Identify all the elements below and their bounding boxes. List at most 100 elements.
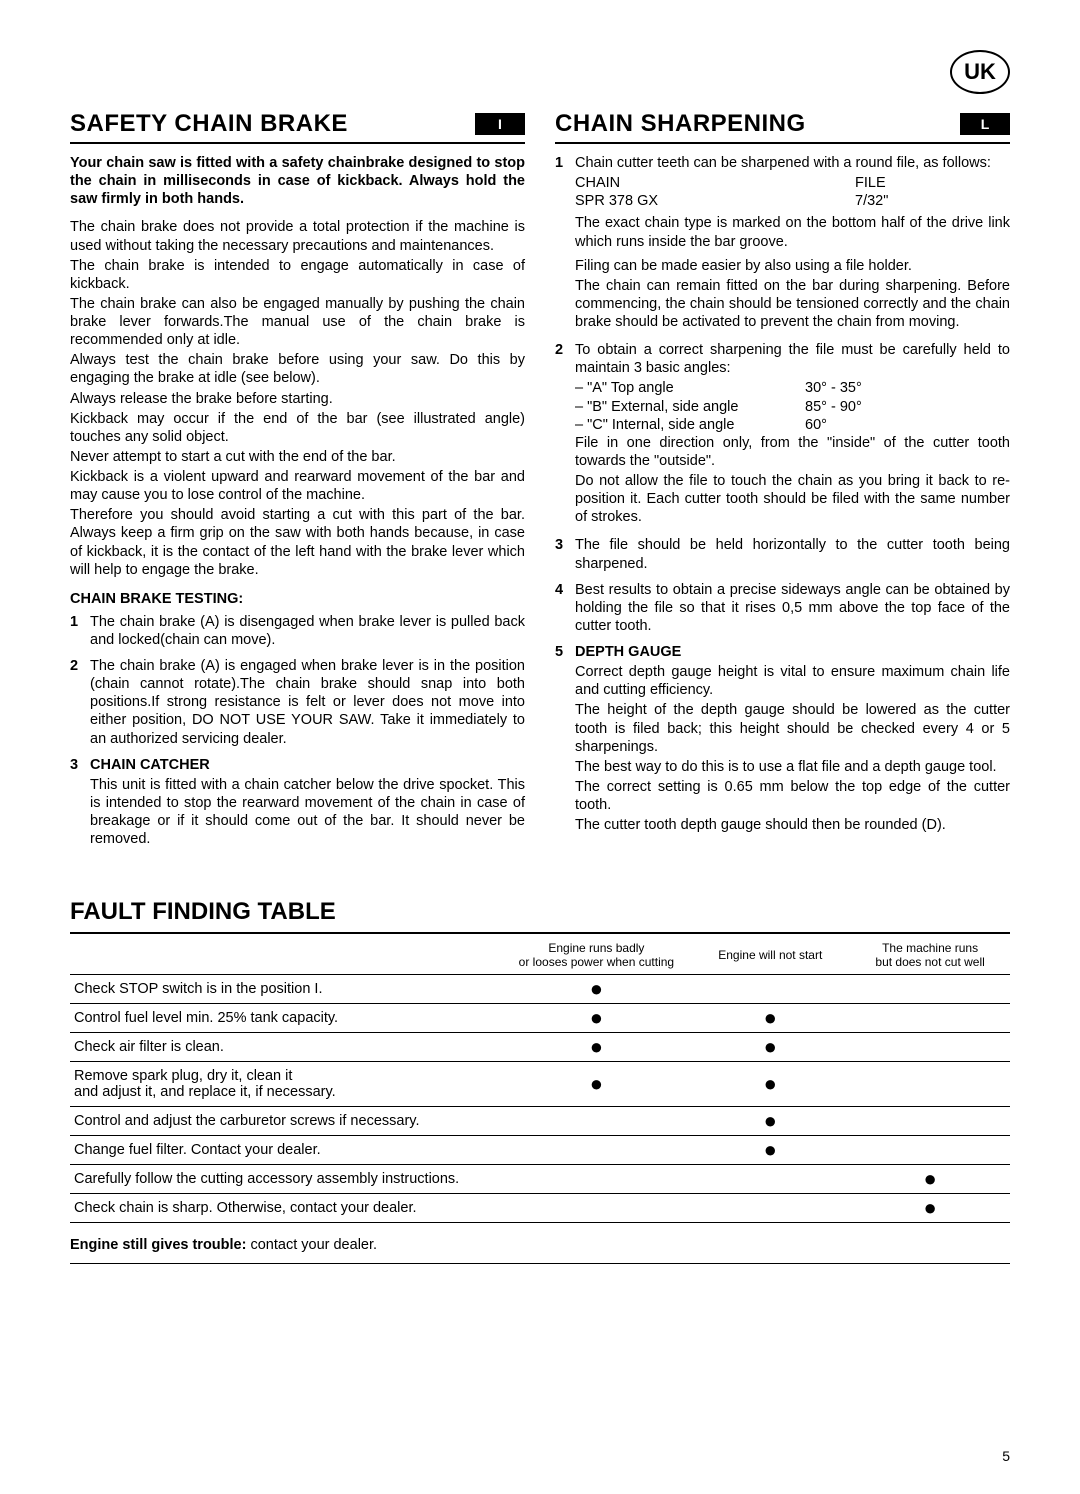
dot-cell: [502, 1135, 690, 1164]
list-item: 4 Best results to obtain a precise sidew…: [555, 581, 1010, 635]
para: File in one direction only, from the "in…: [575, 434, 1010, 470]
item-number: 2: [70, 657, 90, 748]
item-text: The chain brake (A) is disengaged when b…: [90, 613, 525, 649]
dot-cell: ●: [690, 1106, 850, 1135]
chain-table-row: CHAIN FILE: [575, 174, 1010, 192]
table-row: Carefully follow the cutting accessory a…: [70, 1164, 1010, 1193]
page-content: SAFETY CHAIN BRAKE I Your chain saw is f…: [70, 110, 1010, 1264]
fault-footnote: Engine still gives trouble: contact your…: [70, 1237, 1010, 1264]
list-item: 3 The file should be held horizontally t…: [555, 536, 1010, 572]
item-number: 1: [70, 613, 90, 649]
row-label: Check STOP switch is in the position I.: [70, 974, 502, 1003]
dot-cell: [850, 974, 1010, 1003]
para: Never attempt to start a cut with the en…: [70, 448, 525, 466]
table-row: Check air filter is clean.●●: [70, 1032, 1010, 1061]
section-head-brake: SAFETY CHAIN BRAKE I: [70, 110, 525, 144]
para: Always test the chain brake before using…: [70, 351, 525, 387]
item-number: 5: [555, 643, 575, 836]
para: To obtain a correct sharpening the file …: [575, 341, 1010, 377]
row-label: Control fuel level min. 25% tank capacit…: [70, 1003, 502, 1032]
item-subhead: DEPTH GAUGE: [575, 643, 1010, 661]
table-row: Check chain is sharp. Otherwise, contact…: [70, 1193, 1010, 1222]
footnote-rest: contact your dealer.: [246, 1237, 377, 1253]
footnote-bold: Engine still gives trouble:: [70, 1237, 246, 1253]
testing-list: 1 The chain brake (A) is disengaged when…: [70, 613, 525, 851]
item-text: Best results to obtain a precise sideway…: [575, 581, 1010, 635]
angle-row: – "C" Internal, side angle60°: [575, 416, 1010, 434]
angle-value: 60°: [805, 416, 827, 434]
file-value: 7/32": [855, 192, 888, 210]
row-label: Check air filter is clean.: [70, 1032, 502, 1061]
item-text: The file should be held horizontally to …: [575, 536, 1010, 572]
list-item: 3 CHAIN CATCHER This unit is fitted with…: [70, 756, 525, 851]
fault-title: FAULT FINDING TABLE: [70, 898, 1010, 926]
para: The chain brake is intended to engage au…: [70, 257, 525, 293]
para: Chain cutter teeth can be sharpened with…: [575, 154, 1010, 172]
list-item: 5 DEPTH GAUGE Correct depth gauge height…: [555, 643, 1010, 836]
section-tag: I: [475, 113, 525, 135]
angle-value: 85° - 90°: [805, 398, 862, 416]
para: Do not allow the file to touch the chain…: [575, 472, 1010, 526]
intro-warning: Your chain saw is fitted with a safety c…: [70, 154, 525, 208]
item-number: 3: [70, 756, 90, 851]
para: Always release the brake before starting…: [70, 390, 525, 408]
dot-cell: [850, 1061, 1010, 1106]
para: The exact chain type is marked on the bo…: [575, 214, 1010, 250]
para: The height of the depth gauge should be …: [575, 701, 1010, 755]
item-number: 4: [555, 581, 575, 635]
angle-value: 30° - 35°: [805, 379, 862, 397]
table-row: Remove spark plug, dry it, clean itand a…: [70, 1061, 1010, 1106]
dot-cell: [690, 1164, 850, 1193]
list-item: 2 To obtain a correct sharpening the fil…: [555, 341, 1010, 528]
table-row: Check STOP switch is in the position I.●: [70, 974, 1010, 1003]
para: Therefore you should avoid starting a cu…: [70, 506, 525, 579]
dot-cell: ●: [690, 1032, 850, 1061]
dot-cell: ●: [502, 974, 690, 1003]
chain-value: SPR 378 GX: [575, 192, 855, 210]
list-item: 1 The chain brake (A) is disengaged when…: [70, 613, 525, 649]
dot-cell: ●: [690, 1003, 850, 1032]
row-label: Change fuel filter. Contact your dealer.: [70, 1135, 502, 1164]
subhead-testing: CHAIN BRAKE TESTING:: [70, 591, 525, 607]
dot-cell: ●: [850, 1164, 1010, 1193]
dot-cell: [850, 1003, 1010, 1032]
para: The best way to do this is to use a flat…: [575, 758, 1010, 776]
angle-label: – "B" External, side angle: [575, 398, 805, 416]
dot-cell: ●: [502, 1003, 690, 1032]
section-title: SAFETY CHAIN BRAKE: [70, 110, 348, 138]
row-label: Carefully follow the cutting accessory a…: [70, 1164, 502, 1193]
item-text: Chain cutter teeth can be sharpened with…: [575, 154, 1010, 333]
item-text: CHAIN CATCHER This unit is fitted with a…: [90, 756, 525, 851]
chain-header: CHAIN: [575, 174, 855, 192]
region-badge: UK: [950, 50, 1010, 94]
item-text: To obtain a correct sharpening the file …: [575, 341, 1010, 528]
item-number: 2: [555, 341, 575, 528]
list-item: 1 Chain cutter teeth can be sharpened wi…: [555, 154, 1010, 333]
dot-cell: [850, 1032, 1010, 1061]
para: Correct depth gauge height is vital to e…: [575, 663, 1010, 699]
table-row: Control fuel level min. 25% tank capacit…: [70, 1003, 1010, 1032]
dot-cell: [502, 1193, 690, 1222]
dot-cell: [690, 974, 850, 1003]
table-row: Change fuel filter. Contact your dealer.…: [70, 1135, 1010, 1164]
right-column: CHAIN SHARPENING L 1 Chain cutter teeth …: [555, 110, 1010, 858]
para: The cutter tooth depth gauge should then…: [575, 816, 1010, 834]
para: The chain brake can also be engaged manu…: [70, 295, 525, 349]
chain-table-row: SPR 378 GX 7/32": [575, 192, 1010, 210]
angle-row: – "B" External, side angle85° - 90°: [575, 398, 1010, 416]
row-label: Control and adjust the carburetor screws…: [70, 1106, 502, 1135]
section-tag: L: [960, 113, 1010, 135]
file-header: FILE: [855, 174, 886, 192]
col-header: The machine runsbut does not cut well: [850, 938, 1010, 974]
page-number: 5: [1002, 1448, 1010, 1464]
item-body: This unit is fitted with a chain catcher…: [90, 776, 525, 849]
dot-cell: ●: [502, 1061, 690, 1106]
row-label: Check chain is sharp. Otherwise, contact…: [70, 1193, 502, 1222]
dot-cell: ●: [690, 1061, 850, 1106]
para: Kickback is a violent upward and rearwar…: [70, 468, 525, 504]
fault-section: FAULT FINDING TABLE Engine runs badlyor …: [70, 898, 1010, 1264]
item-number: 3: [555, 536, 575, 572]
dot-cell: [502, 1106, 690, 1135]
item-text: DEPTH GAUGE Correct depth gauge height i…: [575, 643, 1010, 836]
divider: [70, 932, 1010, 934]
